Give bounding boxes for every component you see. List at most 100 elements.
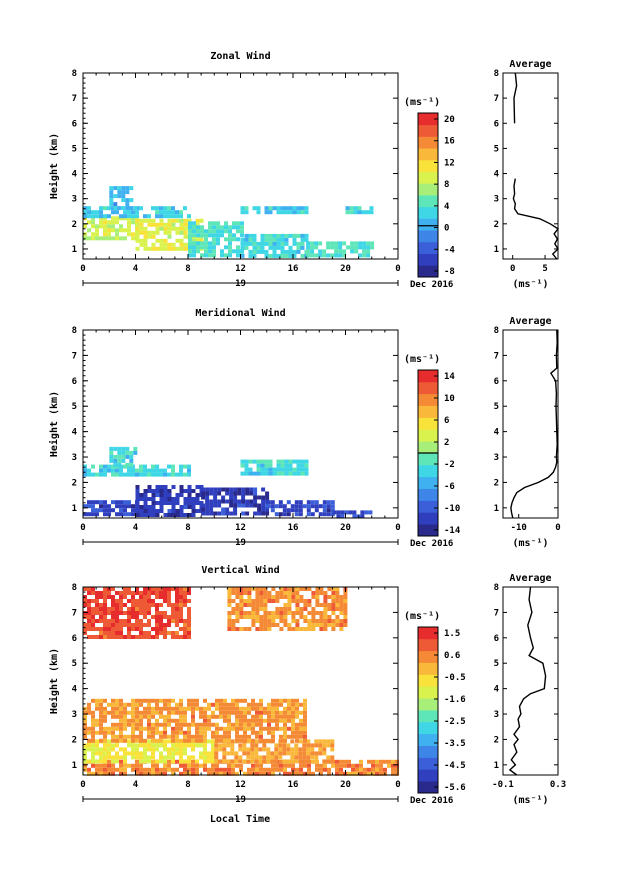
- heatmap-cell: [203, 730, 207, 735]
- heatmap-cell: [135, 747, 139, 752]
- heatmap-cell: [251, 611, 256, 615]
- x-tick-label: 0: [395, 780, 400, 790]
- heatmap-cell: [299, 771, 303, 776]
- heatmap-cell: [283, 591, 288, 595]
- heatmap-cell: [263, 718, 267, 723]
- heatmap-cell: [183, 505, 188, 509]
- heatmap-cell: [327, 603, 332, 607]
- heatmap-cell: [171, 615, 175, 619]
- heatmap-cell: [217, 503, 222, 508]
- heatmap-cell: [123, 216, 127, 221]
- heatmap-cell: [159, 246, 164, 251]
- heatmap-cell: [171, 210, 175, 215]
- heatmap-cell: [209, 499, 214, 504]
- heatmap-cell: [306, 743, 311, 748]
- heatmap-cell: [191, 718, 195, 723]
- heatmap-cell: [155, 771, 159, 776]
- heatmap-cell: [391, 771, 395, 776]
- heatmap-cell: [306, 759, 311, 764]
- heatmap-cell: [259, 722, 263, 727]
- heatmap-cell: [275, 599, 280, 603]
- heatmap-cell: [261, 499, 266, 504]
- heatmap-cell: [307, 599, 312, 603]
- heatmap-cell: [103, 224, 107, 229]
- heatmap-cell: [343, 603, 348, 607]
- heatmap-cell: [334, 245, 339, 250]
- heatmap-cell: [243, 698, 247, 703]
- heatmap-cell: [111, 706, 115, 711]
- heatmap-cell: [279, 759, 283, 764]
- heatmap-cell: [91, 504, 95, 509]
- y-tick-label: 6: [72, 377, 77, 387]
- heatmap-cell: [251, 599, 256, 603]
- heatmap-cell: [319, 603, 324, 607]
- heatmap-cell: [323, 603, 328, 607]
- heatmap-cell: [167, 472, 171, 477]
- heatmap-cell: [366, 241, 371, 246]
- heatmap-cell: [147, 698, 151, 703]
- heatmap-cell: [123, 718, 127, 723]
- heatmap-cell: [187, 755, 191, 760]
- heatmap-cell: [335, 599, 340, 603]
- heatmap-cell: [227, 627, 232, 631]
- heatmap-cell: [365, 210, 370, 215]
- heatmap-cell: [155, 747, 159, 752]
- heatmap-cell: [261, 511, 266, 516]
- y-tick-label: 6: [72, 634, 77, 644]
- heatmap-cell: [263, 771, 267, 776]
- heatmap-cell: [183, 763, 187, 768]
- heatmap-cell: [179, 222, 184, 227]
- heatmap-cell: [179, 505, 184, 509]
- heatmap-cell: [159, 501, 164, 505]
- heatmap-cell: [91, 232, 95, 237]
- heatmap-cell: [286, 512, 291, 517]
- heatmap-cell: [127, 627, 131, 631]
- heatmap-cell: [225, 507, 230, 512]
- heatmap-cell: [127, 587, 131, 591]
- heatmap-cell: [139, 730, 143, 735]
- heatmap-cell: [311, 595, 316, 599]
- heatmap-cell: [125, 186, 130, 191]
- heatmap-cell: [244, 210, 249, 215]
- heatmap-cell: [188, 253, 192, 258]
- heatmap-cell: [83, 623, 87, 627]
- avg-y-tick-label: 2: [494, 478, 499, 488]
- heatmap-cell: [274, 747, 279, 752]
- heatmap-cell: [211, 755, 215, 760]
- heatmap-cell: [213, 503, 218, 508]
- heatmap-cell: [121, 206, 126, 211]
- heatmap-cell: [123, 702, 127, 707]
- heatmap-cell: [111, 619, 115, 623]
- heatmap-cell: [336, 514, 341, 519]
- heatmap-cell: [303, 726, 307, 731]
- heatmap-cell: [370, 245, 375, 250]
- heatmap-cell: [338, 245, 343, 250]
- heatmap-cell: [139, 599, 143, 603]
- heatmap-cell: [191, 710, 195, 715]
- heatmap-cell: [247, 615, 252, 619]
- heatmap-cell: [191, 738, 195, 743]
- heatmap-cell: [119, 214, 123, 219]
- heatmap-cell: [250, 747, 255, 752]
- heatmap-cell: [379, 763, 383, 768]
- heatmap-cell: [240, 249, 244, 254]
- heatmap-cell: [203, 738, 207, 743]
- heatmap-cell: [125, 206, 130, 211]
- colorbar-tick-label: -4: [444, 245, 455, 255]
- panel-title: Meridional Wind: [195, 307, 285, 319]
- heatmap-cell: [267, 767, 271, 772]
- heatmap-cell: [255, 771, 259, 776]
- heatmap-cell: [339, 603, 344, 607]
- heatmap-cell: [307, 627, 312, 631]
- heatmap-cell: [280, 467, 285, 472]
- heatmap-cell: [263, 615, 268, 619]
- heatmap-cell: [239, 738, 243, 743]
- heatmap-cell: [306, 504, 311, 509]
- heatmap-cell: [155, 706, 159, 711]
- heatmap-cell: [159, 509, 164, 513]
- colorbar-swatch: [418, 218, 438, 231]
- heatmap-cell: [235, 726, 239, 731]
- heatmap-cell: [111, 714, 115, 719]
- heatmap-cell: [195, 743, 199, 748]
- heatmap-cell: [264, 210, 269, 215]
